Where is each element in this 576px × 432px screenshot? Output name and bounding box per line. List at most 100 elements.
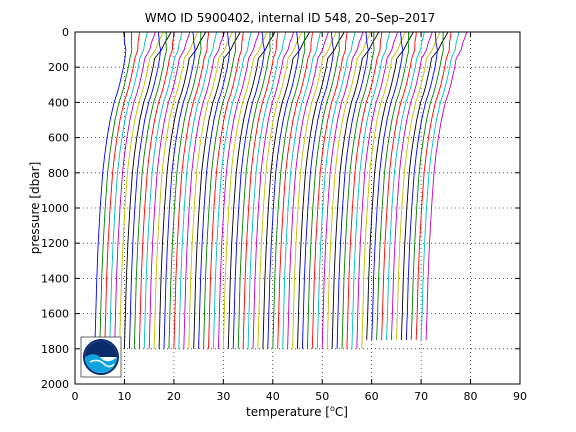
profile-line bbox=[301, 32, 335, 349]
x-tick-label: 0 bbox=[72, 390, 79, 403]
profile-line bbox=[178, 32, 217, 349]
profile-line bbox=[287, 32, 329, 349]
profile-line bbox=[252, 32, 294, 349]
y-tick-label: 1800 bbox=[41, 343, 69, 356]
profile-line bbox=[346, 32, 383, 349]
profile-line bbox=[405, 32, 438, 341]
profile-line bbox=[158, 32, 206, 349]
noaa-logo bbox=[80, 336, 122, 378]
axis-ticks: 0 10 20 30 40 50 60 70 80 90 0 200 400 600 800 1000 1200… bbox=[41, 26, 527, 403]
profile-line bbox=[400, 32, 449, 341]
x-tick-label: 40 bbox=[266, 390, 280, 403]
profile-line bbox=[99, 32, 133, 349]
profile-line bbox=[425, 32, 468, 341]
profile-line bbox=[168, 32, 202, 349]
profile-line bbox=[163, 32, 196, 349]
chart-title: WMO ID 5900402, internal ID 548, 20–Sep–… bbox=[145, 11, 436, 25]
profile-line bbox=[311, 32, 348, 349]
profile-line bbox=[143, 32, 183, 349]
x-axis-label-unit: C] bbox=[335, 405, 348, 419]
y-axis-label: pressure [dbar] bbox=[28, 162, 42, 255]
profile-line bbox=[277, 32, 313, 349]
profile-line bbox=[94, 32, 127, 349]
profile-line bbox=[114, 32, 156, 349]
profile-line bbox=[410, 32, 444, 341]
profile-line bbox=[356, 32, 398, 349]
y-tick-label: 600 bbox=[48, 132, 69, 145]
logo-wave bbox=[85, 354, 117, 373]
x-tick-label: 10 bbox=[117, 390, 131, 403]
profile-series bbox=[94, 32, 468, 349]
y-tick-label: 2000 bbox=[41, 378, 69, 391]
profile-line bbox=[193, 32, 241, 349]
profile-line bbox=[395, 32, 441, 341]
x-axis-label-start: temperature [ bbox=[246, 405, 330, 419]
grid-lines bbox=[75, 32, 520, 384]
profile-line bbox=[376, 32, 410, 341]
profile-line bbox=[306, 32, 340, 349]
y-tick-label: 1600 bbox=[41, 308, 69, 321]
profile-line bbox=[104, 32, 140, 349]
profile-line bbox=[133, 32, 167, 349]
profile-line bbox=[222, 32, 268, 349]
profile-line bbox=[351, 32, 390, 349]
profile-line bbox=[237, 32, 271, 349]
profile-line bbox=[297, 32, 345, 349]
profile-line bbox=[381, 32, 417, 341]
profile-line bbox=[331, 32, 380, 349]
profile-line bbox=[198, 32, 231, 349]
profile-line bbox=[119, 32, 164, 349]
y-tick-label: 800 bbox=[48, 167, 69, 180]
profile-line bbox=[203, 32, 237, 349]
x-tick-label: 60 bbox=[365, 390, 379, 403]
profile-line bbox=[292, 32, 337, 349]
profile-line bbox=[183, 32, 225, 349]
profile-line bbox=[336, 32, 369, 349]
plot-area bbox=[94, 32, 468, 349]
y-tick-label: 1000 bbox=[41, 202, 69, 215]
profile-line bbox=[247, 32, 287, 349]
profile-line bbox=[123, 32, 172, 349]
x-tick-label: 70 bbox=[414, 390, 428, 403]
x-tick-label: 50 bbox=[315, 390, 329, 403]
x-axis-label-degree: o bbox=[330, 404, 335, 413]
profile-line bbox=[188, 32, 233, 349]
profile-line bbox=[361, 32, 406, 349]
profile-line bbox=[262, 32, 310, 349]
x-tick-label: 20 bbox=[167, 390, 181, 403]
profile-line bbox=[415, 32, 452, 341]
profile-line bbox=[232, 32, 265, 349]
profile-line bbox=[242, 32, 279, 349]
y-tick-label: 1400 bbox=[41, 272, 69, 285]
profile-line bbox=[386, 32, 425, 341]
profile-line bbox=[128, 32, 161, 349]
profile-line bbox=[371, 32, 404, 341]
profile-line bbox=[272, 32, 306, 349]
profile-line bbox=[212, 32, 252, 349]
profile-line bbox=[321, 32, 364, 349]
profile-line bbox=[366, 32, 414, 341]
profile-line bbox=[316, 32, 356, 349]
y-tick-label: 1200 bbox=[41, 237, 69, 250]
x-tick-label: 30 bbox=[216, 390, 230, 403]
profile-line bbox=[153, 32, 199, 349]
profile-line bbox=[148, 32, 191, 349]
y-tick-label: 200 bbox=[48, 61, 69, 74]
profile-line bbox=[217, 32, 260, 349]
x-tick-label: 90 bbox=[513, 390, 527, 403]
profile-line bbox=[208, 32, 244, 349]
profile-line bbox=[341, 32, 375, 349]
profile-line bbox=[173, 32, 210, 349]
y-tick-label: 0 bbox=[62, 26, 69, 39]
profile-line bbox=[257, 32, 302, 349]
profile-line bbox=[227, 32, 276, 349]
logo-sky bbox=[85, 341, 117, 357]
y-tick-label: 400 bbox=[48, 96, 69, 109]
profile-line bbox=[138, 32, 175, 349]
x-axis-label: temperature [oC] bbox=[246, 404, 348, 419]
profile-line bbox=[326, 32, 372, 349]
logo-wave-crest bbox=[89, 359, 115, 368]
profile-line bbox=[420, 32, 460, 341]
profile-line bbox=[390, 32, 433, 341]
x-tick-label: 80 bbox=[464, 390, 478, 403]
